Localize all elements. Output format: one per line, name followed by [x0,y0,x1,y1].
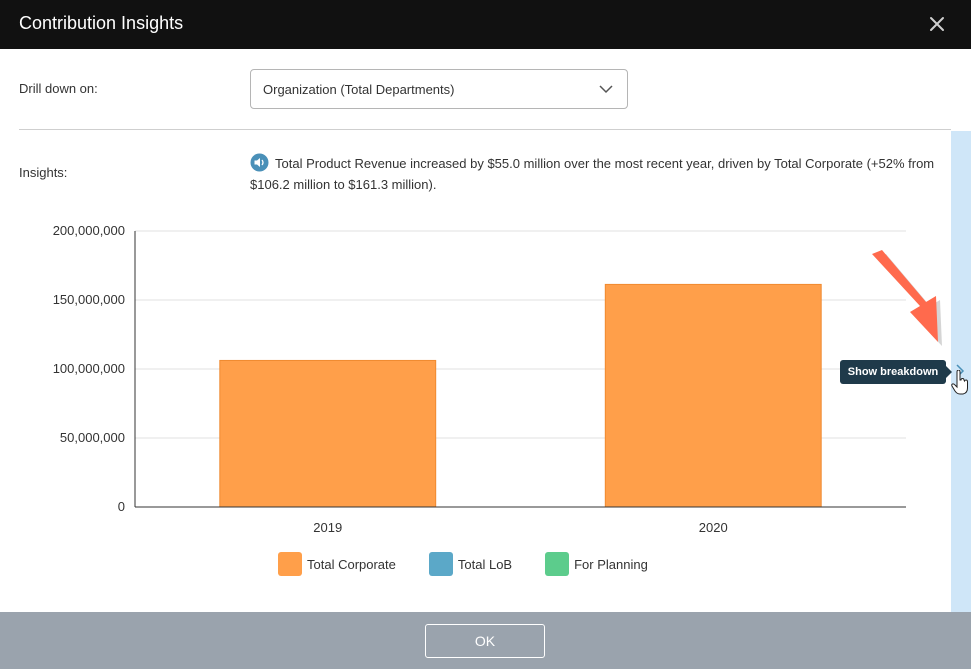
legend-swatch [428,552,453,576]
drill-down-label: Drill down on: [19,81,98,96]
legend-label: Total LoB [457,556,513,572]
speaker-button[interactable] [250,153,269,172]
chevron-down-icon [599,85,613,94]
legend-item[interactable]: Total Corporate [278,552,396,576]
dialog-footer: OK [0,612,971,669]
legend-item[interactable]: For Planning [545,552,648,576]
speaker-icon [250,153,269,172]
x-axis-ticks: 2019 2020 [313,520,727,535]
chart-bars [219,283,822,508]
bar-2020[interactable] [604,283,822,508]
y-tick-label: 0 [118,499,125,514]
y-axis-ticks: 0 50,000,000 100,000,000 150,000,000 200,000… [53,223,125,514]
annotation-arrow-icon [872,250,942,346]
y-tick-label: 50,000,000 [60,430,125,445]
close-button[interactable] [925,12,949,36]
legend-label: Total Corporate [307,556,396,572]
breakdown-side-panel[interactable] [951,131,971,612]
close-icon [930,17,944,31]
insight-text: Total Product Revenue increased by $55.0… [250,156,935,192]
y-tick-label: 200,000,000 [53,223,125,238]
legend-label: For Planning [574,556,648,572]
y-tick-label: 150,000,000 [53,292,125,307]
x-tick-label: 2020 [699,520,728,535]
legend-item[interactable]: Total LoB [428,552,513,576]
revenue-chart: 0 50,000,000 100,000,000 150,000,000 200,000… [53,223,906,535]
bar-2019[interactable] [219,359,437,508]
drill-down-select[interactable]: Organization (Total Departments) [250,69,628,109]
x-tick-label: 2019 [313,520,342,535]
dialog-title: Contribution Insights [19,13,184,33]
legend-swatch [545,552,570,576]
drill-down-value: Organization (Total Departments) [263,82,455,97]
y-tick-label: 100,000,000 [53,361,125,376]
legend-swatch [278,552,302,576]
dialog-titlebar: Contribution Insights [0,0,971,49]
ok-button[interactable]: OK [425,624,545,658]
hand-cursor-icon [951,370,968,395]
insights-label: Insights: [19,165,68,180]
show-breakdown-tooltip: Show breakdown [840,360,952,384]
section-divider [19,129,951,130]
chart-legend: Total Corporate Total LoB For Planning [278,552,681,576]
